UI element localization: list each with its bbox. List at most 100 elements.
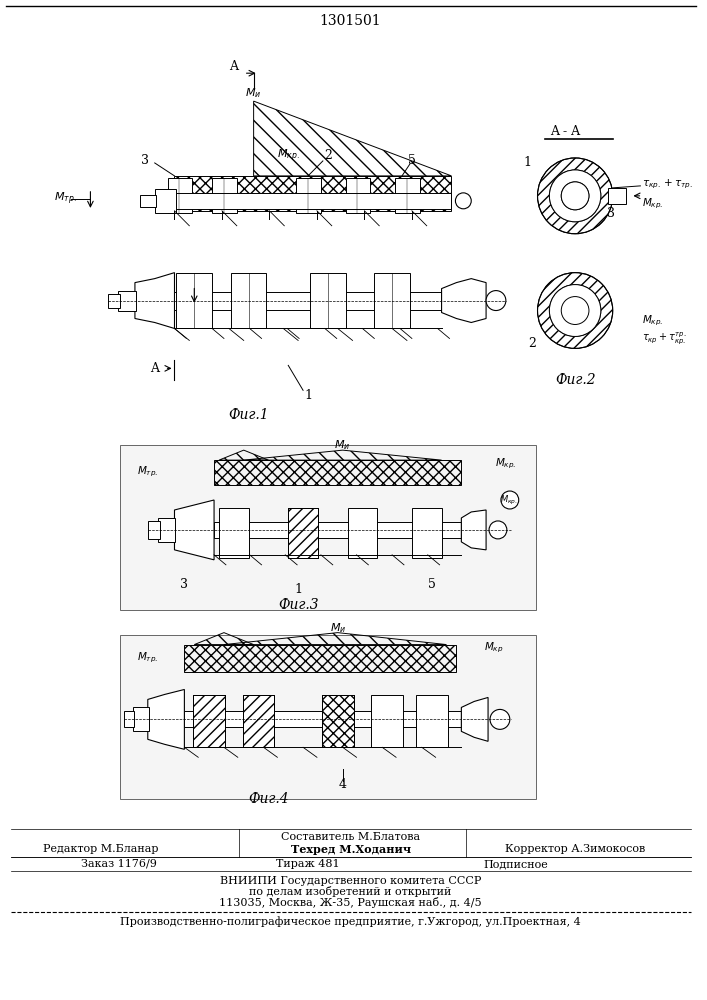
- Text: $\tau_{кр.}+\tau_{тр.}$: $\tau_{кр.}+\tau_{тр.}$: [643, 177, 693, 191]
- Text: Производственно-полиграфическое предприятие, г.Ужгород, ул.Проектная, 4: Производственно-полиграфическое предприя…: [120, 916, 581, 927]
- Text: Корректор А.Зимокосов: Корректор А.Зимокосов: [505, 844, 645, 854]
- Text: Фиг.3: Фиг.3: [278, 598, 318, 612]
- Bar: [120, 445, 535, 610]
- Bar: [348, 508, 378, 558]
- Text: 2: 2: [529, 337, 537, 350]
- Text: 1301501: 1301501: [320, 14, 381, 28]
- Bar: [175, 176, 452, 211]
- Text: Редактор М.Бланар: Редактор М.Бланар: [42, 844, 158, 854]
- Bar: [193, 695, 225, 747]
- Bar: [608, 188, 626, 204]
- Text: $M_{кр.}$: $M_{кр.}$: [643, 197, 664, 211]
- Text: Фиг.4: Фиг.4: [248, 792, 288, 806]
- Bar: [185, 711, 462, 727]
- Polygon shape: [175, 500, 214, 560]
- Bar: [168, 178, 192, 213]
- Text: 1: 1: [524, 156, 532, 169]
- Text: A - A: A - A: [550, 125, 580, 138]
- Text: $M_{кр}$: $M_{кр}$: [484, 640, 504, 655]
- Polygon shape: [148, 689, 185, 749]
- Text: 113035, Москва, Ж-35, Раушская наб., д. 4/5: 113035, Москва, Ж-35, Раушская наб., д. …: [219, 897, 482, 908]
- Polygon shape: [462, 510, 486, 550]
- Bar: [212, 178, 237, 213]
- Bar: [219, 508, 249, 558]
- Text: A: A: [229, 60, 238, 73]
- Circle shape: [537, 273, 613, 348]
- Text: Заказ 1176/9: Заказ 1176/9: [81, 859, 156, 869]
- Text: 1: 1: [294, 583, 302, 596]
- Text: ВНИИПИ Государственного комитета СССР: ВНИИПИ Государственного комитета СССР: [220, 876, 481, 886]
- Circle shape: [537, 158, 613, 234]
- Bar: [288, 508, 318, 558]
- Text: 3: 3: [180, 578, 188, 591]
- Text: $M_{кр.}$: $M_{кр.}$: [495, 457, 517, 471]
- Bar: [214, 522, 462, 538]
- Text: 4: 4: [339, 778, 346, 791]
- Circle shape: [486, 291, 506, 311]
- Text: $M_{тр.}$: $M_{тр.}$: [137, 465, 158, 479]
- Text: 3: 3: [607, 207, 614, 220]
- Polygon shape: [442, 279, 486, 322]
- Bar: [108, 294, 120, 308]
- Bar: [296, 178, 321, 213]
- Bar: [193, 695, 225, 747]
- Bar: [214, 460, 462, 485]
- Bar: [133, 707, 148, 731]
- Bar: [140, 195, 156, 207]
- Text: $M_и$: $M_и$: [329, 621, 346, 635]
- Polygon shape: [135, 273, 175, 328]
- Text: 5: 5: [408, 154, 416, 167]
- Text: Техред М.Ходанич: Техред М.Ходанич: [291, 844, 411, 855]
- Text: $M_{кр.}$: $M_{кр.}$: [500, 493, 518, 507]
- Bar: [374, 273, 410, 328]
- Bar: [416, 695, 448, 747]
- Text: 5: 5: [428, 578, 436, 591]
- Bar: [412, 508, 442, 558]
- Bar: [175, 193, 452, 209]
- Circle shape: [489, 521, 507, 539]
- Circle shape: [455, 193, 472, 209]
- Text: 3: 3: [141, 154, 148, 167]
- Bar: [120, 635, 535, 799]
- Text: Фиг.2: Фиг.2: [555, 373, 595, 387]
- Bar: [231, 273, 267, 328]
- Bar: [124, 711, 134, 727]
- Text: $M_и$: $M_и$: [245, 86, 262, 100]
- Bar: [243, 695, 274, 747]
- Text: $M_{кр.}$: $M_{кр.}$: [643, 313, 664, 328]
- Bar: [175, 292, 442, 310]
- Text: Тираж 481: Тираж 481: [276, 859, 340, 869]
- Bar: [395, 178, 420, 213]
- Bar: [118, 291, 136, 311]
- Circle shape: [501, 491, 519, 509]
- Bar: [243, 695, 274, 747]
- Circle shape: [561, 297, 589, 324]
- Bar: [148, 521, 160, 539]
- Bar: [155, 189, 177, 213]
- Bar: [310, 273, 346, 328]
- Bar: [322, 695, 354, 747]
- Circle shape: [549, 170, 601, 222]
- Bar: [346, 178, 370, 213]
- Circle shape: [490, 709, 510, 729]
- Text: $M_и$: $M_и$: [334, 438, 351, 452]
- Text: $M_{кр.}$: $M_{кр.}$: [277, 148, 300, 164]
- Bar: [177, 273, 212, 328]
- Circle shape: [549, 285, 601, 336]
- Bar: [322, 695, 354, 747]
- Bar: [158, 518, 175, 542]
- Circle shape: [561, 182, 589, 210]
- Text: A: A: [150, 362, 159, 375]
- Text: Составитель М.Блатова: Составитель М.Блатова: [281, 832, 420, 842]
- Bar: [185, 645, 457, 672]
- Bar: [288, 508, 318, 558]
- Text: по делам изобретений и открытий: по делам изобретений и открытий: [250, 886, 452, 897]
- Text: $M_{тр.}$: $M_{тр.}$: [54, 191, 77, 207]
- Text: 2: 2: [324, 149, 332, 162]
- Bar: [371, 695, 403, 747]
- Text: Подписное: Подписное: [484, 859, 548, 869]
- Text: $M_{тр.}$: $M_{тр.}$: [137, 650, 158, 665]
- Text: Фиг.1: Фиг.1: [228, 408, 269, 422]
- Polygon shape: [462, 697, 488, 741]
- Text: $\tau_{кр}+\tau_{кр.}^{тр.}$: $\tau_{кр}+\tau_{кр.}^{тр.}$: [643, 330, 687, 346]
